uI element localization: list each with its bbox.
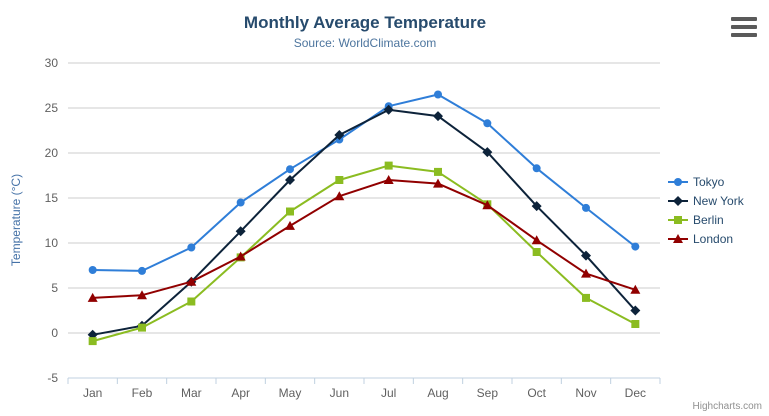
berlin-series-icon [668, 215, 688, 224]
svg-text:Apr: Apr [231, 386, 250, 400]
svg-text:Jun: Jun [330, 386, 349, 400]
svg-text:May: May [279, 386, 302, 400]
chart-title: Monthly Average Temperature [243, 13, 487, 32]
svg-text:0: 0 [51, 326, 58, 340]
hamburger-icon [731, 17, 757, 21]
svg-text:20: 20 [45, 146, 59, 160]
legend-item-london[interactable]: London [668, 229, 744, 248]
svg-text:Aug: Aug [427, 386, 448, 400]
export-menu-button[interactable] [731, 17, 757, 37]
hamburger-icon [731, 25, 757, 29]
legend-item-berlin[interactable]: Berlin [668, 210, 744, 229]
highcharts-credit[interactable]: Highcharts.com [692, 401, 762, 412]
legend-label: Berlin [693, 212, 724, 227]
chart-subtitle: Source: WorldClimate.com [293, 36, 437, 50]
svg-text:Jul: Jul [381, 386, 396, 400]
svg-text:Jan: Jan [83, 386, 102, 400]
legend-label: London [693, 231, 734, 246]
svg-text:Sep: Sep [477, 386, 499, 400]
svg-text:Oct: Oct [527, 386, 546, 400]
new-york-series-icon [668, 195, 688, 206]
svg-text:30: 30 [45, 56, 59, 70]
svg-text:25: 25 [45, 101, 59, 115]
legend-item-new-york[interactable]: New York [668, 191, 744, 210]
svg-text:15: 15 [45, 191, 59, 205]
svg-text:-5: -5 [47, 371, 58, 385]
svg-text:5: 5 [51, 281, 58, 295]
legend-label: New York [693, 193, 744, 208]
london-series-icon [668, 233, 688, 243]
svg-text:10: 10 [45, 236, 59, 250]
svg-text:Feb: Feb [132, 386, 153, 400]
tokyo-series-icon [668, 177, 688, 186]
hamburger-icon [731, 33, 757, 37]
svg-text:Dec: Dec [625, 386, 646, 400]
legend-label: Tokyo [693, 174, 725, 189]
svg-text:Mar: Mar [181, 386, 202, 400]
legend-item-tokyo[interactable]: Tokyo [668, 172, 744, 191]
legend: Tokyo New York Berlin London [668, 172, 744, 248]
svg-text:Nov: Nov [575, 386, 596, 400]
